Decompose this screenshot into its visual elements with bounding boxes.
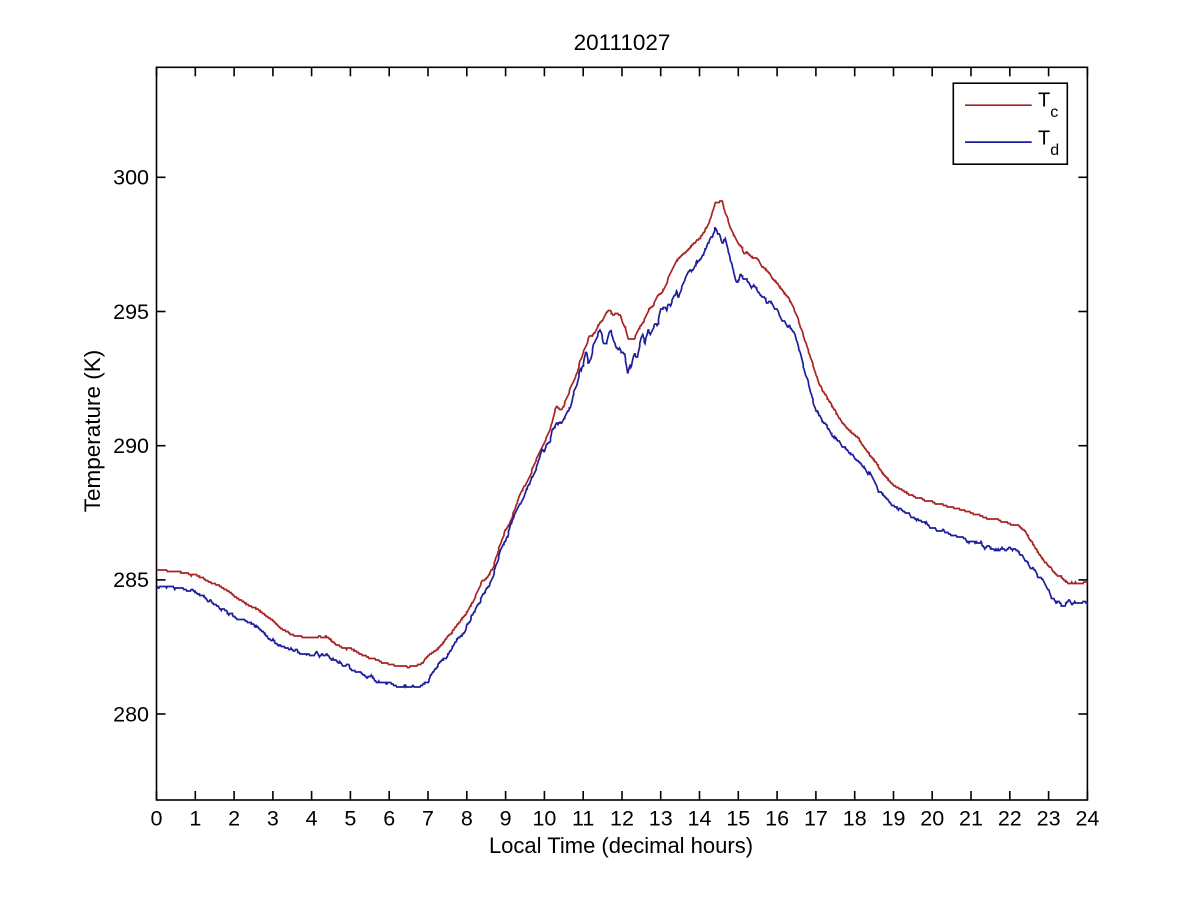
svg-text:2: 2 [228,807,240,831]
svg-text:6: 6 [383,807,395,831]
svg-text:16: 16 [765,807,789,831]
svg-text:13: 13 [649,807,673,831]
svg-text:15: 15 [726,807,750,831]
svg-text:22: 22 [998,807,1022,831]
svg-text:21: 21 [959,807,983,831]
svg-text:8: 8 [461,807,473,831]
svg-text:20111027: 20111027 [574,30,671,55]
svg-text:3: 3 [267,807,279,831]
svg-text:17: 17 [804,807,828,831]
svg-text:24: 24 [1075,807,1099,831]
svg-text:20: 20 [920,807,944,831]
svg-text:10: 10 [532,807,556,831]
svg-text:295: 295 [113,300,149,324]
svg-text:0: 0 [151,807,163,831]
svg-text:Local Time (decimal hours): Local Time (decimal hours) [489,833,753,858]
svg-text:Temperature (K): Temperature (K) [80,350,105,513]
svg-text:5: 5 [344,807,356,831]
svg-text:11: 11 [572,807,594,831]
svg-text:290: 290 [113,434,149,458]
svg-text:14: 14 [688,807,712,831]
svg-text:23: 23 [1037,807,1061,831]
svg-text:9: 9 [500,807,512,831]
svg-text:1: 1 [189,807,201,831]
svg-text:4: 4 [306,807,318,831]
svg-text:7: 7 [422,807,434,831]
svg-text:285: 285 [113,568,149,592]
svg-text:19: 19 [882,807,906,831]
svg-text:280: 280 [113,702,149,726]
svg-text:12: 12 [610,807,634,831]
svg-text:18: 18 [843,807,867,831]
svg-text:300: 300 [113,166,149,190]
